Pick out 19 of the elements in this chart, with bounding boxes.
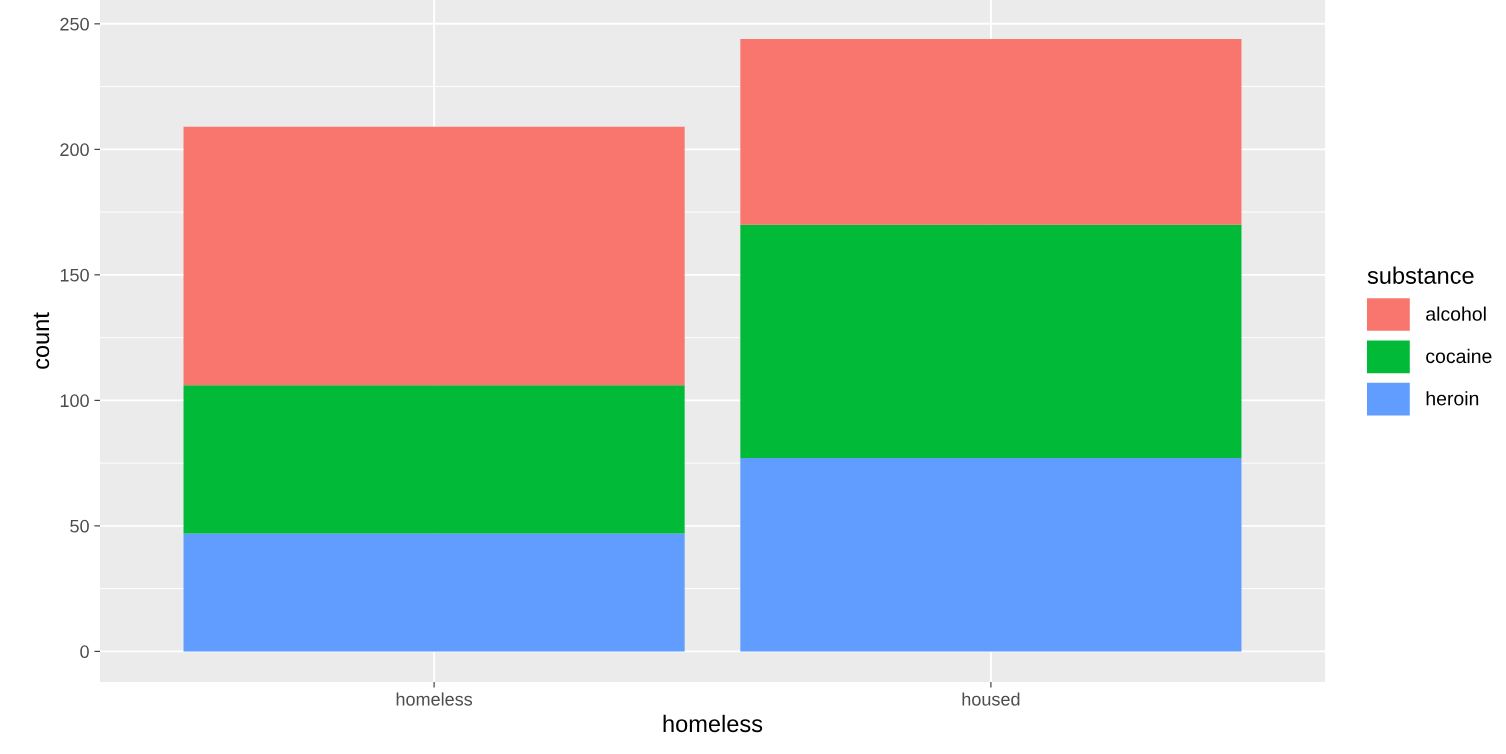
x-axis-title: homeless — [663, 714, 763, 733]
y-tick-label: 150 — [60, 268, 89, 282]
legend-title: substance — [1367, 266, 1474, 284]
y-tick-label: 100 — [60, 394, 89, 408]
bar — [740, 38, 1242, 225]
legend-label: heroin — [1426, 391, 1479, 406]
legend-label: alcohol — [1426, 306, 1486, 321]
bar — [183, 385, 685, 534]
x-tick-label: housed — [962, 692, 1020, 706]
y-axis-title: count — [33, 312, 50, 369]
y-tick-label: 0 — [80, 645, 89, 659]
bar — [183, 533, 685, 652]
y-tick-label: 50 — [70, 519, 89, 533]
bar — [740, 458, 1242, 652]
y-tick-label: 200 — [60, 143, 89, 157]
y-tick-label: 250 — [60, 17, 89, 31]
bar — [740, 224, 1242, 459]
bar — [183, 126, 685, 386]
legend-label: cocaine — [1426, 348, 1492, 364]
